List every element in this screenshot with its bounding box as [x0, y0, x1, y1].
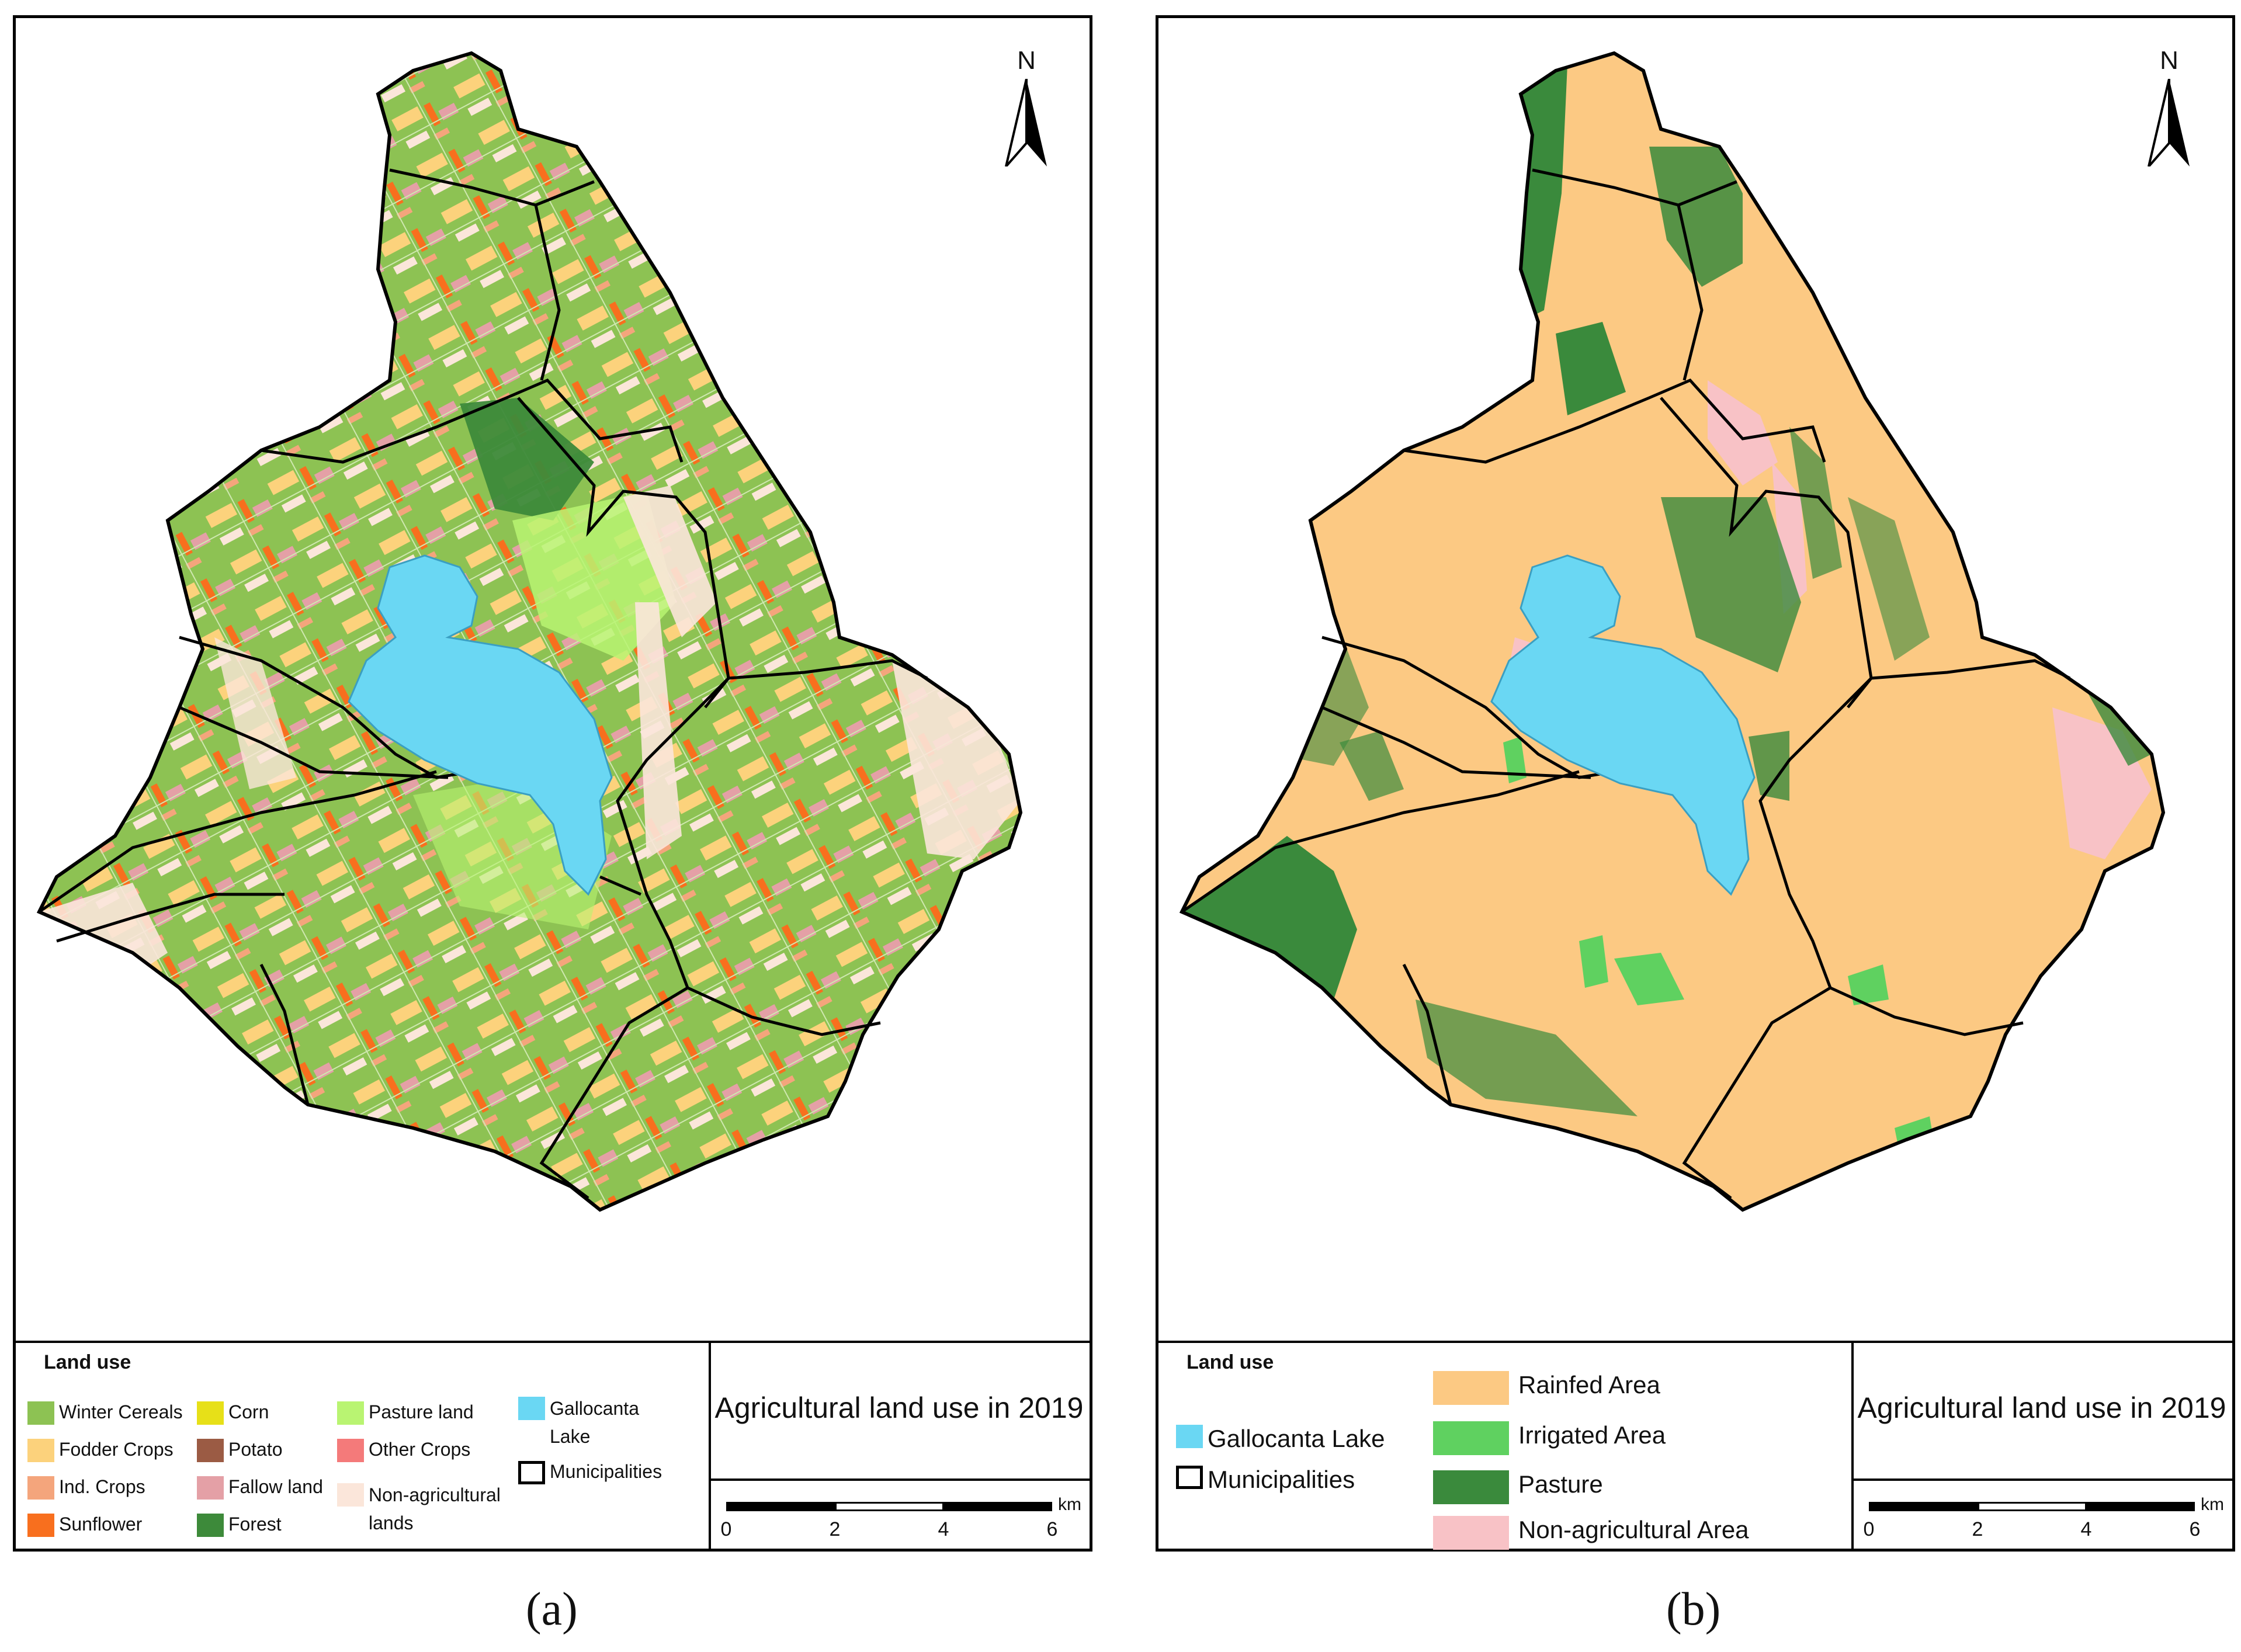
- legend-item-sunflower: Sunflower: [27, 1514, 142, 1537]
- legend-item-pasture-land: Pasture land: [337, 1401, 474, 1425]
- legend-swatch: [1433, 1470, 1509, 1504]
- legend-item-irrigated-area: Irrigated Area: [1433, 1421, 1666, 1455]
- legend-swatch: [1433, 1371, 1509, 1405]
- scale-label: 4: [2080, 1518, 2092, 1540]
- north-label: N: [2160, 46, 2178, 75]
- legend-item-corn: Corn: [197, 1401, 269, 1425]
- scale-segment: [2085, 1502, 2195, 1511]
- map-panel-b: N Land use Gallocanta Lake Municipalitie…: [1156, 15, 2235, 1552]
- scale-segment: [1869, 1502, 1980, 1511]
- scale-unit: km: [1058, 1495, 1081, 1514]
- scale-label: 0: [720, 1518, 732, 1540]
- legend-item-forest: Forest: [197, 1514, 282, 1537]
- land-use-map-b: [1179, 51, 2166, 1212]
- legend-item-fallow-land: Fallow land: [197, 1476, 323, 1500]
- scale-bar: 0 2 4 6 km: [1851, 1479, 2232, 1549]
- legend-item-non-agricultural-lands: Non-agricultural lands: [337, 1481, 512, 1537]
- scale-label: 0: [1863, 1518, 1875, 1540]
- legend-swatch: [337, 1439, 364, 1462]
- legend-swatch: [337, 1401, 364, 1425]
- scale-label: 2: [829, 1518, 841, 1540]
- legend-item-pasture: Pasture: [1433, 1470, 1603, 1504]
- scale-segment: [726, 1502, 837, 1511]
- legend-swatch: [197, 1476, 224, 1500]
- map-title: Agricultural land use in 2019: [714, 1391, 1084, 1424]
- legend-swatch: [518, 1461, 545, 1484]
- legend-title: Land use: [44, 1351, 131, 1373]
- scale-unit: km: [2201, 1495, 2224, 1514]
- legend-item-fodder-crops: Fodder Crops: [27, 1439, 174, 1462]
- legend: Land use Gallocanta Lake Municipalities …: [1158, 1341, 1854, 1550]
- legend-item-other-crops: Other Crops: [337, 1439, 470, 1462]
- region-outline: [1179, 51, 2166, 1212]
- legend-swatch: [27, 1439, 54, 1462]
- legend-item-gallocanta-lake: Gallocanta Lake: [1176, 1425, 1385, 1453]
- caption-b: (b): [1666, 1584, 1721, 1635]
- map-panel-a: N Land use Winter Cereals Fodder Crops I…: [13, 15, 1092, 1552]
- legend-swatch: [27, 1401, 54, 1425]
- legend-item-winter-cereals: Winter Cereals: [27, 1401, 183, 1425]
- scale-label: 6: [2189, 1518, 2201, 1540]
- north-label: N: [1017, 46, 1036, 75]
- north-arrow-icon: [2148, 79, 2190, 166]
- legend-swatch: [1433, 1516, 1509, 1550]
- legend-item-potato: Potato: [197, 1439, 283, 1462]
- legend: Land use Winter Cereals Fodder Crops Ind…: [16, 1341, 711, 1549]
- scale-segment: [942, 1502, 1052, 1511]
- map-title: Agricultural land use in 2019: [1857, 1391, 2226, 1424]
- north-arrow: N: [2134, 46, 2204, 169]
- legend-item-non-agricultural-area: Non-agricultural Area: [1433, 1516, 1749, 1550]
- legend-item-municipalities: Municipalities: [518, 1461, 662, 1484]
- legend-swatch: [1433, 1421, 1509, 1455]
- land-use-map-a: [36, 51, 1023, 1212]
- scale-bar: 0 2 4 6 km: [709, 1479, 1090, 1549]
- scale-label: 4: [938, 1518, 949, 1540]
- scale-segment: [835, 1502, 945, 1511]
- legend-item-municipalities: Municipalities: [1176, 1466, 1355, 1494]
- caption-a: (a): [526, 1584, 578, 1635]
- scale-label: 2: [1972, 1518, 1983, 1540]
- north-arrow: N: [991, 46, 1061, 169]
- map-title-box: Agricultural land use in 2019: [1851, 1341, 2232, 1480]
- legend-swatch: [337, 1483, 364, 1507]
- legend-item-rainfed-area: Rainfed Area: [1433, 1371, 1660, 1405]
- legend-swatch: [1176, 1425, 1203, 1448]
- region-outline: [36, 51, 1023, 1212]
- gallocanta-lake: [1490, 554, 1756, 896]
- legend-swatch: [27, 1476, 54, 1500]
- municipality-boundaries: [38, 168, 928, 1199]
- gallocanta-lake: [348, 554, 613, 896]
- legend-swatch: [197, 1439, 224, 1462]
- map-title-box: Agricultural land use in 2019: [709, 1341, 1090, 1480]
- legend-swatch: [27, 1514, 54, 1537]
- scale-segment: [1978, 1502, 2087, 1511]
- legend-swatch: [518, 1397, 545, 1420]
- scale-label: 6: [1046, 1518, 1058, 1540]
- municipality-boundaries: [1181, 168, 2071, 1199]
- north-arrow-icon: [1005, 79, 1047, 166]
- legend-swatch: [1176, 1466, 1203, 1489]
- legend-swatch: [197, 1514, 224, 1537]
- legend-item-gallocanta-lake: Gallocanta Lake: [518, 1394, 682, 1450]
- legend-item-ind-crops: Ind. Crops: [27, 1476, 145, 1500]
- legend-swatch: [197, 1401, 224, 1425]
- legend-title: Land use: [1187, 1351, 1274, 1373]
